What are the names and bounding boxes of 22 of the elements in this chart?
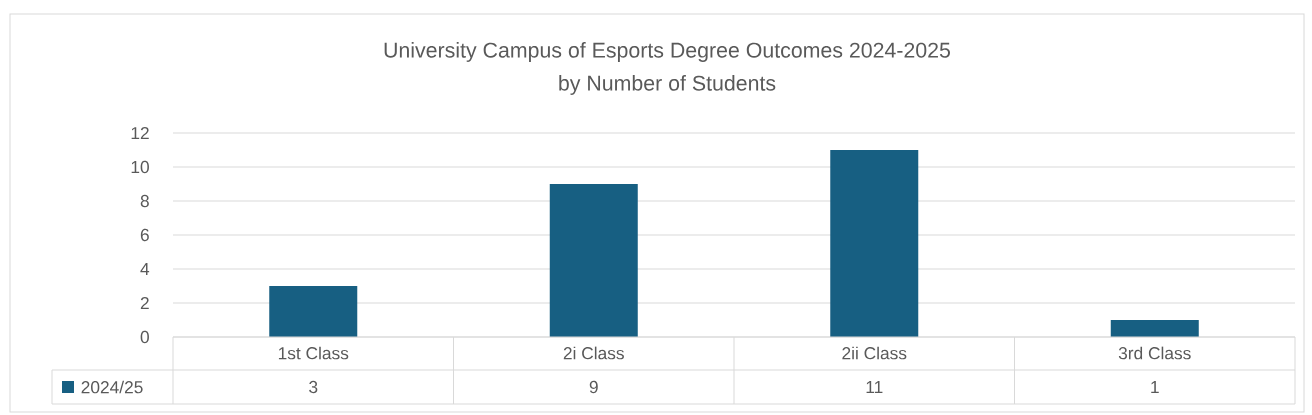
data-label: 3: [309, 380, 318, 394]
legend-label: 2024/25: [81, 380, 143, 394]
x-tick-label: 3rd Class: [1118, 346, 1191, 360]
bar: [830, 150, 919, 337]
y-tick-label: 6: [140, 228, 149, 242]
y-tick-label: 12: [131, 126, 149, 140]
chart-subtitle: by Number of Students: [559, 75, 776, 95]
data-label: 9: [589, 380, 598, 394]
y-tick-label: 2: [140, 296, 149, 310]
y-tick-label: 4: [140, 263, 150, 275]
x-tick-label: 1st Class: [278, 346, 349, 360]
y-tick-label: 8: [140, 194, 149, 208]
bar: [1110, 320, 1199, 337]
data-label: 11: [866, 381, 883, 393]
x-tick-label: 2ii Class: [842, 346, 907, 360]
x-tick-label: 2i Class: [563, 346, 624, 360]
bar: [549, 184, 638, 337]
y-tick-label: 0: [140, 330, 149, 344]
bar: [269, 286, 358, 337]
data-label: 1: [1151, 381, 1159, 393]
chart-title: University Campus of Esports Degree Outcomes 2024-2025: [384, 42, 950, 62]
y-tick-label: 10: [131, 160, 149, 174]
